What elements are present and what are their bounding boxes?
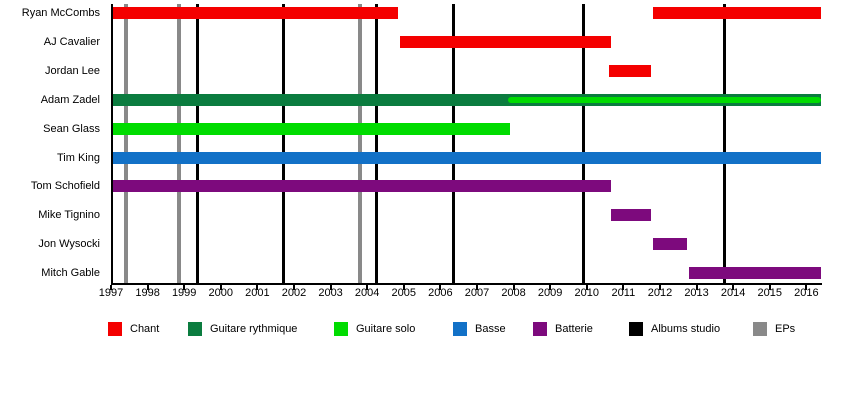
ep-line xyxy=(123,4,128,283)
member-label-adam-zadel: Adam Zadel xyxy=(40,93,100,106)
legend-swatch-batterie xyxy=(533,322,547,336)
x-axis-tick xyxy=(622,285,625,290)
x-tick-label-2016: 2016 xyxy=(794,287,819,299)
x-axis-tick xyxy=(183,285,186,290)
timeline-bar-mike-tignino xyxy=(610,209,651,222)
legend-swatch-guitare-solo xyxy=(334,322,348,336)
x-tick-label-2008: 2008 xyxy=(501,287,526,299)
timeline-bar-tim-king xyxy=(111,151,821,164)
x-axis-tick xyxy=(768,285,771,290)
member-label-tom-schofield: Tom Schofield xyxy=(30,180,100,193)
x-axis-tick xyxy=(658,285,661,290)
x-tick-label-2000: 2000 xyxy=(208,287,234,299)
x-tick-label-2003: 2003 xyxy=(318,287,343,299)
member-label-tim-king: Tim King xyxy=(57,151,100,164)
legend-label-guitare-rythmique: Guitare rythmique xyxy=(210,323,298,335)
y-axis-line xyxy=(111,4,113,283)
timeline-bar-sean-glass xyxy=(111,122,510,135)
x-tick-label-1999: 1999 xyxy=(171,287,197,299)
timeline-bar-jon-wysocki xyxy=(652,238,688,251)
x-axis-tick xyxy=(512,285,515,290)
x-tick-label-2001: 2001 xyxy=(245,287,270,299)
timeline-bar-mitch-gable xyxy=(689,267,821,280)
x-axis-tick xyxy=(292,285,295,290)
legend-swatch-basse xyxy=(453,322,467,336)
x-tick-label-2014: 2014 xyxy=(720,287,746,299)
x-axis-tick xyxy=(475,285,478,290)
x-axis-tick xyxy=(732,285,735,290)
legend-label-guitare-solo: Guitare solo xyxy=(356,323,416,335)
timeline-bar-aj-cavalier xyxy=(400,35,611,48)
x-tick-label-1997: 1997 xyxy=(98,287,124,299)
legend-label-eps: EPs xyxy=(775,323,796,335)
legend-swatch-eps xyxy=(753,322,767,336)
x-axis-tick xyxy=(146,285,149,290)
legend-label-chant: Chant xyxy=(130,323,160,335)
legend-label-albums-studio: Albums studio xyxy=(651,323,721,335)
timeline-bar-tom-schofield xyxy=(111,180,611,193)
x-axis-tick xyxy=(402,285,405,290)
legend-label-batterie: Batterie xyxy=(555,323,593,335)
timeline-bar-jordan-lee xyxy=(608,64,651,77)
x-tick-label-2002: 2002 xyxy=(281,287,307,299)
album-studio-line xyxy=(581,4,585,283)
album-studio-line xyxy=(195,4,199,283)
x-tick-label-2007: 2007 xyxy=(464,287,490,299)
x-axis-tick xyxy=(329,285,332,290)
timeline-bar-ryan-mccombs xyxy=(652,7,821,19)
legend-label-basse: Basse xyxy=(475,323,506,335)
x-tick-label-2015: 2015 xyxy=(757,287,782,299)
x-tick-label-2004: 2004 xyxy=(354,287,380,299)
album-studio-line xyxy=(722,4,726,283)
member-label-ryan-mccombs: Ryan McCombs xyxy=(21,7,100,19)
x-axis-tick xyxy=(219,285,222,290)
album-studio-line xyxy=(281,4,285,283)
member-label-jordan-lee: Jordan Lee xyxy=(44,64,100,77)
ep-line xyxy=(176,4,181,283)
x-axis-tick xyxy=(439,285,442,290)
x-axis-line xyxy=(111,283,822,285)
x-axis-tick xyxy=(585,285,588,290)
album-studio-line xyxy=(374,4,378,283)
legend-swatch-guitare-rythmique xyxy=(188,322,202,336)
timeline-bar-ryan-mccombs xyxy=(111,7,399,19)
x-tick-label-1998: 1998 xyxy=(135,287,160,299)
member-label-mike-tignino: Mike Tignino xyxy=(38,209,100,222)
member-label-mitch-gable: Mitch Gable xyxy=(41,267,100,280)
legend-swatch-chant xyxy=(108,322,122,336)
member-label-sean-glass: Sean Glass xyxy=(43,122,100,135)
legend-swatch-albums-studio xyxy=(629,322,643,336)
x-tick-label-2013: 2013 xyxy=(684,287,709,299)
x-axis-tick xyxy=(366,285,369,290)
x-tick-label-2012: 2012 xyxy=(647,287,673,299)
timeline-overlay-bar-adam-zadel xyxy=(508,96,821,103)
x-tick-label-2011: 2011 xyxy=(611,287,636,299)
member-label-aj-cavalier: AJ Cavalier xyxy=(43,35,100,48)
ep-line xyxy=(357,4,362,283)
x-axis-tick xyxy=(256,285,259,290)
x-axis-tick xyxy=(695,285,698,290)
x-axis-tick xyxy=(110,285,112,290)
x-tick-label-2009: 2009 xyxy=(537,287,563,299)
x-tick-label-2006: 2006 xyxy=(428,287,453,299)
x-axis-tick xyxy=(549,285,552,290)
x-tick-label-2010: 2010 xyxy=(574,287,599,299)
member-label-jon-wysocki: Jon Wysocki xyxy=(38,238,100,251)
x-axis-tick xyxy=(805,285,808,290)
x-tick-label-2005: 2005 xyxy=(391,287,417,299)
album-studio-line xyxy=(451,4,455,283)
